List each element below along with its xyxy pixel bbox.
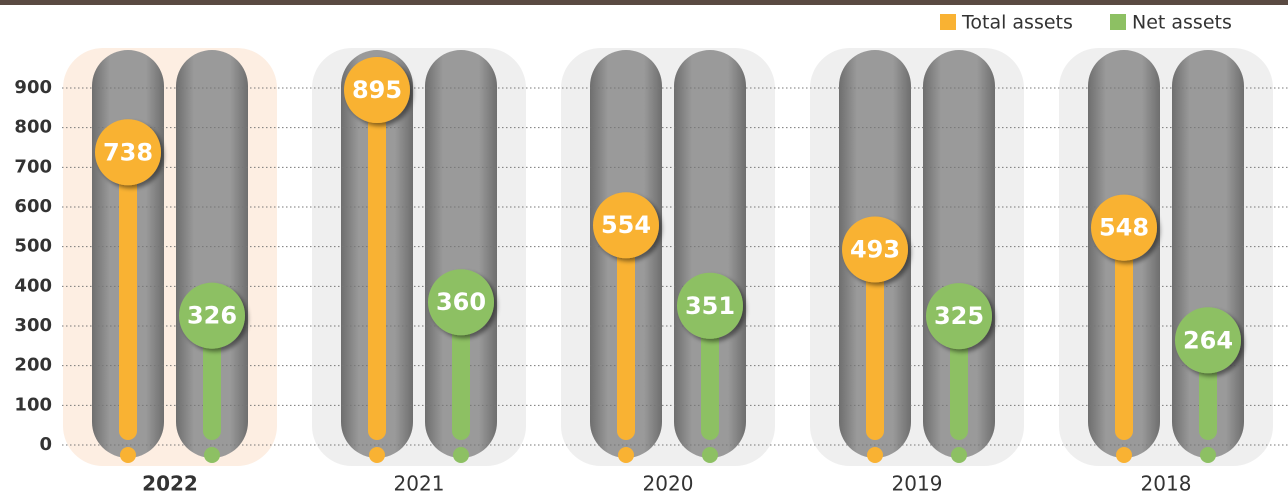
y-tick-label: 0 xyxy=(39,434,52,455)
value-label: 325 xyxy=(934,302,984,330)
value-circle xyxy=(593,192,659,259)
value-label: 738 xyxy=(103,138,153,166)
track xyxy=(176,50,248,458)
value-label: 326 xyxy=(187,302,237,330)
y-tick-label: 900 xyxy=(14,77,52,98)
track xyxy=(674,50,746,458)
base-dot xyxy=(867,447,883,463)
value-label: 548 xyxy=(1099,214,1149,242)
value-circle xyxy=(344,56,410,123)
top-bar xyxy=(0,0,1288,5)
value-circle xyxy=(179,282,245,349)
value-label: 264 xyxy=(1183,326,1233,354)
y-tick-label: 600 xyxy=(14,196,52,217)
value-label: 554 xyxy=(601,211,651,239)
x-tick-label: 2018 xyxy=(1141,472,1192,496)
track xyxy=(923,50,995,458)
legend-label: Total assets xyxy=(961,12,1073,34)
value-label: 895 xyxy=(352,76,402,104)
base-dot xyxy=(618,447,634,463)
x-tick-label: 2020 xyxy=(643,472,694,496)
y-tick-label: 300 xyxy=(14,315,52,336)
legend-item: Total assets xyxy=(940,12,1073,34)
y-tick-label: 800 xyxy=(14,117,52,138)
base-dot xyxy=(120,447,136,463)
y-tick-label: 500 xyxy=(14,236,52,257)
base-dot xyxy=(453,447,469,463)
y-tick-label: 700 xyxy=(14,156,52,177)
legend-label: Net assets xyxy=(1132,12,1232,34)
track xyxy=(425,50,497,458)
value-circle xyxy=(842,216,908,283)
y-tick-label: 400 xyxy=(14,275,52,296)
value-circle xyxy=(926,283,992,350)
value-label: 351 xyxy=(685,292,735,320)
grid: 0 100 200 300 400 500 600 700 800 900 xyxy=(14,77,1288,455)
base-dot xyxy=(1200,447,1216,463)
value-circle xyxy=(677,272,743,339)
value-label: 493 xyxy=(850,235,900,263)
value-label: 360 xyxy=(436,288,486,316)
backgrounds xyxy=(63,48,1273,466)
y-tick-label: 100 xyxy=(14,394,52,415)
legend-swatch xyxy=(940,14,956,30)
value-circle xyxy=(95,119,161,186)
marks: 2022 738 326 2021 895 360 2020 554 351 2019 493 325… xyxy=(95,56,1241,496)
base-dot xyxy=(204,447,220,463)
x-tick-label: 2021 xyxy=(394,472,445,496)
legend-swatch xyxy=(1110,14,1126,30)
value-circle xyxy=(1091,194,1157,261)
x-tick-label: 2019 xyxy=(892,472,943,496)
base-dot xyxy=(1116,447,1132,463)
y-tick-label: 200 xyxy=(14,355,52,376)
base-dot xyxy=(702,447,718,463)
value-circle xyxy=(1175,307,1241,374)
legend-item: Net assets xyxy=(1110,12,1232,34)
base-dot xyxy=(951,447,967,463)
value-circle xyxy=(428,269,494,336)
base-dot xyxy=(369,447,385,463)
x-tick-label: 2022 xyxy=(142,472,198,496)
